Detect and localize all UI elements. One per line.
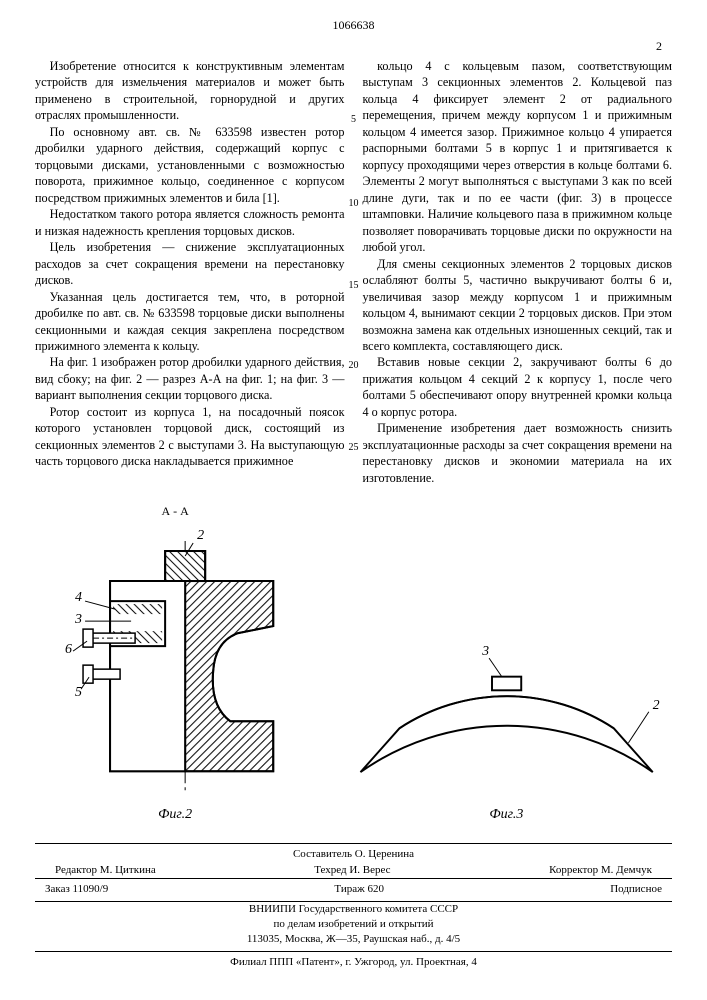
paragraph: Цель изобретения — снижение эксплуатацио… bbox=[35, 239, 345, 288]
paragraph: Для смены секционных элементов 2 торцовы… bbox=[363, 256, 673, 355]
fig2-label-2: 2 bbox=[197, 528, 204, 543]
paragraph: Указанная цель достигается тем, что, в р… bbox=[35, 289, 345, 355]
fig2-label-6: 6 bbox=[65, 642, 72, 657]
footer-addr1: 113035, Москва, Ж—35, Раушская наб., д. … bbox=[35, 932, 672, 947]
footer-subscription: Подписное bbox=[610, 882, 662, 897]
footer-org1: ВНИИПИ Государственного комитета СССР bbox=[35, 902, 672, 917]
footer-editor: Редактор М. Циткина bbox=[55, 863, 156, 878]
fig2-label-4: 4 bbox=[75, 590, 82, 605]
section-label: А - А bbox=[35, 504, 315, 519]
figure-2: А - А bbox=[35, 504, 315, 823]
fig2-label-5: 5 bbox=[75, 685, 82, 700]
fig3-label-2: 2 bbox=[653, 697, 660, 712]
figure-3: 3 2 Фиг.3 bbox=[341, 626, 672, 823]
footer-org2: по делам изобретений и открытий bbox=[35, 917, 672, 932]
line-num-10: 10 bbox=[345, 198, 363, 209]
paragraph: Ротор состоит из корпуса 1, на посадочны… bbox=[35, 404, 345, 470]
paragraph: Вставив новые секции 2, закручивают болт… bbox=[363, 354, 673, 420]
footer-addr2: Филиал ППП «Патент», г. Ужгород, ул. Про… bbox=[35, 955, 672, 970]
fig2-label-3: 3 bbox=[74, 612, 82, 627]
footer: Составитель О. Церенина Редактор М. Цитк… bbox=[35, 843, 672, 970]
paragraph: Изобретение относится к конструктивным э… bbox=[35, 58, 345, 124]
paragraph: Недостатком такого ротора является сложн… bbox=[35, 206, 345, 239]
left-column: Изобретение относится к конструктивным э… bbox=[35, 58, 345, 486]
document-number: 1066638 bbox=[35, 18, 672, 33]
paragraph: На фиг. 1 изображен ротор дробилки ударн… bbox=[35, 354, 345, 403]
line-num-5: 5 bbox=[345, 114, 363, 125]
paragraph: кольцо 4 с кольцевым пазом, соответствую… bbox=[363, 58, 673, 256]
footer-compiler: Составитель О. Церенина bbox=[35, 847, 672, 862]
fig3-caption: Фиг.3 bbox=[341, 807, 672, 823]
paragraph: Применение изобретения дает возможность … bbox=[363, 420, 673, 486]
footer-order: Заказ 11090/9 bbox=[45, 882, 108, 897]
page-number: 2 bbox=[35, 39, 662, 54]
line-num-25: 25 bbox=[345, 442, 363, 453]
paragraph: По основному авт. св. № 633598 известен … bbox=[35, 124, 345, 206]
footer-techred: Техред И. Верес bbox=[314, 863, 390, 878]
fig3-label-3: 3 bbox=[481, 643, 489, 658]
footer-tirage: Тираж 620 bbox=[334, 882, 384, 897]
footer-corrector: Корректор М. Демчук bbox=[549, 863, 652, 878]
line-num-20: 20 bbox=[345, 360, 363, 371]
fig2-caption: Фиг.2 bbox=[35, 807, 315, 823]
line-num-15: 15 bbox=[345, 280, 363, 291]
right-column: кольцо 4 с кольцевым пазом, соответствую… bbox=[363, 58, 673, 486]
